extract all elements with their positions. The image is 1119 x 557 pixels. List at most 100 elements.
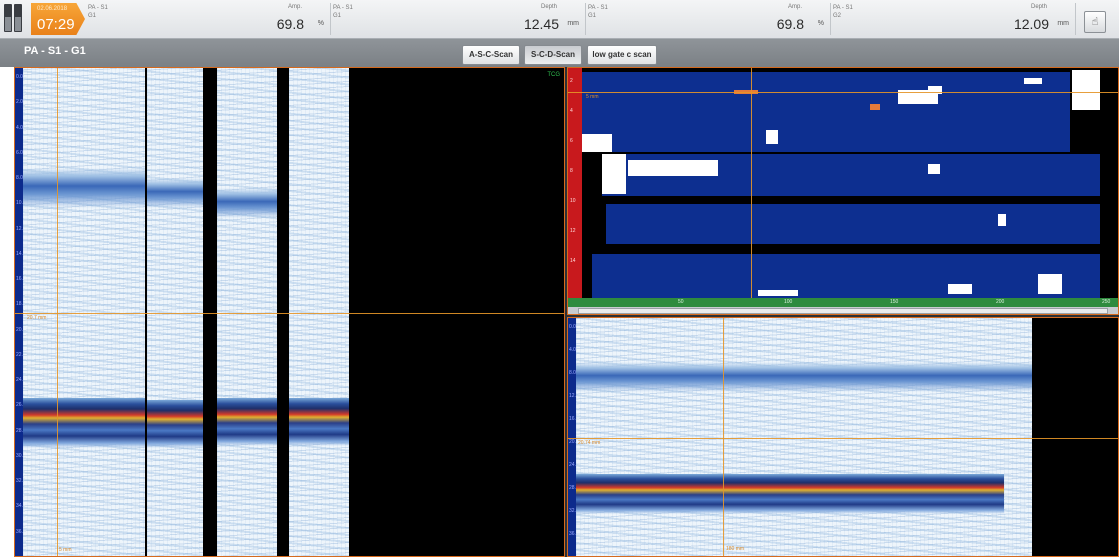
axis-tick-label: 28.0 bbox=[569, 485, 579, 491]
axis-tick-label: 8 bbox=[570, 168, 573, 174]
c-scan-panel[interactable]: 2 4 6 8 10 12 14 5 mm 50 100 150 200 250 bbox=[567, 67, 1119, 315]
c-scan-scan-cursor[interactable] bbox=[568, 92, 1118, 93]
meas-unit: % bbox=[817, 20, 824, 27]
pointer-hand-icon: ☝ bbox=[1091, 16, 1099, 28]
pointer-settings-button[interactable]: ☝ bbox=[1084, 11, 1106, 33]
group-title: PA - S1 - G1 bbox=[24, 45, 86, 57]
meas-value: 12.09 bbox=[1013, 16, 1049, 32]
axis-tick-label: 10 bbox=[570, 198, 576, 204]
s-scan-segment-4 bbox=[289, 68, 349, 556]
d-scan-image bbox=[576, 318, 1032, 556]
d-scan-cursor-label: 20.74 mm bbox=[578, 440, 601, 446]
meas-gate: G1 bbox=[588, 13, 597, 19]
axis-tick-label: 2 bbox=[570, 78, 573, 84]
s-scan-bottom-label: 5 mm bbox=[59, 547, 72, 553]
d-scan-panel[interactable]: 0.0 4.0 8.0 12.0 16.0 20.0 24.0 28.0 32.0 36.0 20… bbox=[567, 317, 1119, 557]
axis-tick-label: 8.0 bbox=[569, 370, 576, 376]
d-scan-depth-axis: 0.0 4.0 8.0 12.0 16.0 20.0 24.0 28.0 32.0 36.0 bbox=[568, 318, 579, 556]
c-scan-x-axis: 50 100 150 200 250 bbox=[568, 298, 1118, 307]
s-scan-segment-2 bbox=[147, 68, 203, 556]
axis-tick-label: 6.0 bbox=[16, 149, 23, 156]
clock-date: 02.06.2018 bbox=[37, 6, 68, 12]
meas-unit: % bbox=[317, 20, 324, 27]
axis-tick-label: 26.0 bbox=[16, 402, 26, 409]
axis-tick-label: 10.0 bbox=[16, 200, 26, 207]
view-a-s-c-scan-button[interactable]: A-S-C-Scan bbox=[462, 45, 520, 65]
meas-unit: mm bbox=[567, 20, 579, 27]
battery-1-icon bbox=[4, 4, 12, 32]
axis-tick-label: 200 bbox=[996, 299, 1005, 305]
measurement-depth-1[interactable]: PA - S1 G1 Depth 12.45 mm bbox=[331, 3, 586, 35]
d-scan-depth-cursor[interactable] bbox=[568, 438, 1118, 439]
meas-kind: Depth bbox=[540, 4, 557, 10]
axis-tick-label: 20.0 bbox=[16, 326, 26, 333]
meas-value: 12.45 bbox=[523, 16, 559, 32]
axis-tick-label: 34.0 bbox=[16, 503, 26, 510]
meas-gate: G1 bbox=[88, 13, 97, 19]
axis-tick-label: 0.0 bbox=[569, 324, 576, 330]
axis-tick-label: 36.0 bbox=[16, 528, 26, 535]
meas-kind: Depth bbox=[1030, 4, 1047, 10]
view-low-gate-c-scan-button[interactable]: low gate c scan bbox=[587, 45, 657, 65]
axis-tick-label: 12.0 bbox=[16, 225, 26, 232]
meas-gate: G2 bbox=[833, 13, 842, 19]
c-scan-indication bbox=[870, 104, 880, 110]
s-scan-index-cursor[interactable] bbox=[57, 68, 58, 556]
axis-tick-label: 16.0 bbox=[569, 416, 579, 422]
meas-label: PA - S1 bbox=[588, 5, 608, 11]
c-scan-scale-bar bbox=[568, 68, 582, 298]
meas-label: PA - S1 bbox=[833, 5, 853, 11]
axis-tick-label: 250 bbox=[1102, 299, 1111, 305]
s-scan-segment-3 bbox=[217, 68, 277, 556]
meas-kind: Amp. bbox=[787, 4, 802, 10]
meas-value: 69.8 bbox=[276, 16, 304, 32]
axis-tick-label: 100 bbox=[784, 299, 793, 305]
s-scan-segment-1 bbox=[23, 68, 145, 556]
meas-gate: G1 bbox=[333, 13, 342, 19]
axis-tick-label: 150 bbox=[890, 299, 899, 305]
axis-tick-label: 12 bbox=[570, 228, 576, 234]
view-title-bar: PA - S1 - G1 A-S-C-Scan S-C-D-Scan low g… bbox=[0, 39, 1119, 67]
measurement-depth-2[interactable]: PA - S1 G2 Depth 12.09 mm bbox=[831, 3, 1076, 35]
s-scan-depth-axis: 0.0 2.0 4.0 6.0 8.0 10.0 12.0 14.0 16.0 18.0 20.0 2… bbox=[15, 68, 26, 556]
axis-tick-label: 8.0 bbox=[16, 175, 23, 182]
measurement-amp-2[interactable]: PA - S1 G1 Amp. 69.8 % bbox=[586, 3, 831, 35]
axis-tick-label: 28.0 bbox=[16, 427, 26, 434]
axis-tick-label: 36.0 bbox=[569, 531, 579, 537]
axis-tick-label: 6 bbox=[570, 138, 573, 144]
axis-tick-label: 18.0 bbox=[16, 301, 26, 308]
axis-tick-label: 4 bbox=[570, 108, 573, 114]
status-bar: 02.06.2018 07:29 PA - S1 G1 Amp. 69.8 % P… bbox=[0, 0, 1119, 39]
clock-time: 07:29 bbox=[37, 16, 75, 33]
tcg-tag: TCG bbox=[547, 72, 560, 78]
meas-kind: Amp. bbox=[287, 4, 302, 10]
d-scan-index-cursor[interactable] bbox=[723, 318, 724, 556]
axis-tick-label: 2.0 bbox=[16, 99, 23, 106]
c-scan-row-1 bbox=[582, 72, 1070, 152]
axis-tick-label: 12.0 bbox=[569, 393, 579, 399]
c-scan-row-3 bbox=[606, 204, 1100, 244]
axis-tick-label: 14.0 bbox=[16, 250, 26, 257]
measurement-amp-1[interactable]: PA - S1 G1 Amp. 69.8 % bbox=[86, 3, 331, 35]
c-scan-cursor-label: 5 mm bbox=[586, 94, 599, 100]
axis-tick-label: 22.0 bbox=[16, 351, 26, 358]
battery-2-icon bbox=[14, 4, 22, 32]
meas-value: 69.8 bbox=[776, 16, 804, 32]
s-scan-depth-cursor[interactable] bbox=[15, 313, 564, 314]
view-s-c-d-scan-button[interactable]: S-C-D-Scan bbox=[524, 45, 582, 65]
axis-tick-label: 4.0 bbox=[569, 347, 576, 353]
scrollbar-thumb[interactable] bbox=[578, 308, 1108, 314]
s-scan-cursor-label: 20.7 mm bbox=[27, 315, 47, 321]
axis-tick-label: 24.0 bbox=[16, 377, 26, 384]
meas-unit: mm bbox=[1057, 20, 1069, 27]
meas-label: PA - S1 bbox=[88, 5, 108, 11]
axis-tick-label: 4.0 bbox=[16, 124, 23, 131]
axis-tick-label: 14 bbox=[570, 258, 576, 264]
clock-badge: 02.06.2018 07:29 bbox=[31, 3, 85, 35]
c-scan-horizontal-scrollbar[interactable] bbox=[568, 307, 1118, 314]
c-scan-index-cursor[interactable] bbox=[751, 68, 752, 314]
axis-tick-label: 20.0 bbox=[569, 439, 579, 445]
axis-tick-label: 50 bbox=[678, 299, 684, 305]
c-scan-row-4 bbox=[592, 254, 1100, 298]
s-scan-panel[interactable]: 0.0 2.0 4.0 6.0 8.0 10.0 12.0 14.0 16.0 18.0 20.0 2… bbox=[14, 67, 565, 557]
